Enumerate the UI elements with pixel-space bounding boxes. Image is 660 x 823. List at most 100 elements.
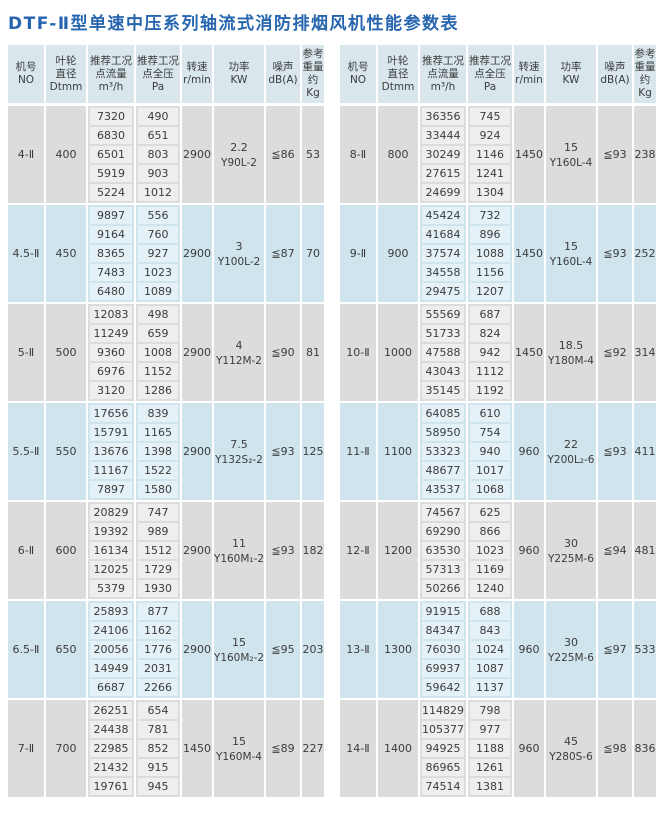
flow-value-cell: 5919 [90, 165, 132, 182]
speed-cell: 1450 [182, 700, 212, 797]
pressure-value-cell: 1112 [470, 363, 510, 380]
pressure-value-cell: 2031 [138, 660, 178, 677]
power-kw-value: 30 [564, 635, 578, 649]
pressure-value-cell: 1146 [470, 146, 510, 163]
motor-model: Y100L-2 [217, 255, 261, 268]
pressure-value-cell: 1240 [470, 580, 510, 597]
flow-value-cell: 94925 [422, 740, 464, 757]
fan-group-row: 5-Ⅱ 500 12083 11249 9360 6976 3120 498 659 1008 11… [8, 304, 324, 401]
noise-cell: ≦89 [266, 700, 300, 797]
flow-value-cell: 6976 [90, 363, 132, 380]
machine-no-cell: 5.5-Ⅱ [8, 403, 44, 500]
power-cell: 30 Y225M-6 [546, 601, 596, 698]
flow-value-cell: 9360 [90, 344, 132, 361]
flow-value-cell: 19392 [90, 523, 132, 540]
speed-cell: 2900 [182, 403, 212, 500]
pressure-value-cell: 977 [470, 721, 510, 738]
flow-column: 64085 58950 53323 48677 43537 [420, 403, 466, 500]
noise-cell: ≦94 [598, 502, 632, 599]
pressure-column: 839 1165 1398 1522 1580 [136, 403, 180, 500]
flow-value-cell: 20829 [90, 504, 132, 521]
weight-cell: 81 [302, 304, 324, 401]
pressure-column: 498 659 1008 1152 1286 [136, 304, 180, 401]
column-header-line: r/min [515, 74, 543, 86]
flow-value-cell: 3120 [90, 382, 132, 399]
power-kw-value: 15 [564, 239, 578, 253]
power-kw-value: 7.5 [230, 437, 248, 451]
noise-cell: ≦86 [266, 106, 300, 203]
column-header-line: dB(A) [268, 74, 298, 86]
flow-value-cell: 12025 [90, 561, 132, 578]
pressure-value-cell: 687 [470, 306, 510, 323]
pressure-value-cell: 1024 [470, 641, 510, 658]
power-cell: 3 Y100L-2 [214, 205, 264, 302]
column-header-line: 推荐工况 [469, 54, 511, 67]
column-header: 叶轮 直径 Dtmm [46, 45, 86, 103]
pressure-value-cell: 1162 [138, 622, 178, 639]
column-header: 机号 NO [8, 45, 44, 103]
pressure-column: 798 977 1188 1261 1381 [468, 700, 512, 797]
flow-column: 7320 6830 6501 5919 5224 [88, 106, 134, 203]
pressure-value-cell: 1087 [470, 660, 510, 677]
weight-cell: 238 [634, 106, 656, 203]
flow-value-cell: 50266 [422, 580, 464, 597]
pressure-value-cell: 877 [138, 603, 178, 620]
power-kw-value: 2.2 [230, 140, 248, 154]
column-header-line: 叶轮 [55, 54, 77, 67]
power-cell: 2.2 Y90L-2 [214, 106, 264, 203]
machine-no-cell: 4-Ⅱ [8, 106, 44, 203]
flow-value-cell: 47588 [422, 344, 464, 361]
column-header-line: 推荐工况 [137, 54, 179, 67]
flow-column: 26251 24438 22985 21432 19761 [88, 700, 134, 797]
machine-no-cell: 14-Ⅱ [340, 700, 376, 797]
flow-column: 12083 11249 9360 6976 3120 [88, 304, 134, 401]
motor-model: Y90L-2 [221, 156, 257, 169]
power-kw-value: 3 [235, 239, 243, 253]
flow-column: 9897 9164 8365 7483 6480 [88, 205, 134, 302]
column-header-line: m³/h [98, 80, 124, 93]
pressure-value-cell: 1008 [138, 344, 178, 361]
flow-value-cell: 24699 [422, 184, 464, 201]
flow-value-cell: 105377 [422, 721, 464, 738]
fan-group-row: 6-Ⅱ 600 20829 19392 16134 12025 5379 747 989 1512… [8, 502, 324, 599]
impeller-diameter-cell: 650 [46, 601, 86, 698]
column-header-line: KW [230, 74, 248, 86]
flow-value-cell: 6501 [90, 146, 132, 163]
motor-model: Y225M-6 [548, 552, 594, 565]
column-header-line: 噪声 [272, 61, 294, 73]
power-kw-value: 45 [564, 734, 578, 748]
flow-value-cell: 7897 [90, 481, 132, 498]
impeller-diameter-cell: 1300 [378, 601, 418, 698]
impeller-diameter-cell: 900 [378, 205, 418, 302]
flow-column: 45424 41684 37574 34558 29475 [420, 205, 466, 302]
flow-value-cell: 58950 [422, 424, 464, 441]
speed-cell: 2900 [182, 601, 212, 698]
pressure-value-cell: 798 [470, 702, 510, 719]
impeller-diameter-cell: 700 [46, 700, 86, 797]
pressure-column: 687 824 942 1112 1192 [468, 304, 512, 401]
flow-value-cell: 33444 [422, 127, 464, 144]
column-header-line: 直径 [387, 67, 409, 80]
flow-value-cell: 9164 [90, 226, 132, 243]
fan-table: 机号 NO 叶轮 直径 Dtmm 推荐工况 点流量 m³/h 推荐工况 点全压 Pa 转速 r/min 功… [340, 45, 656, 799]
column-header: 噪声 dB(A) [598, 45, 632, 103]
fan-group-row: 13-Ⅱ 1300 91915 84347 76030 69937 59642 688 843 1… [340, 601, 656, 698]
noise-cell: ≦93 [598, 205, 632, 302]
pressure-column: 877 1162 1776 2031 2266 [136, 601, 180, 698]
weight-cell: 70 [302, 205, 324, 302]
flow-value-cell: 26251 [90, 702, 132, 719]
flow-value-cell: 74514 [422, 778, 464, 795]
speed-cell: 2900 [182, 502, 212, 599]
pressure-value-cell: 940 [470, 443, 510, 460]
pressure-value-cell: 1192 [470, 382, 510, 399]
flow-value-cell: 69937 [422, 660, 464, 677]
noise-cell: ≦93 [266, 502, 300, 599]
speed-cell: 960 [514, 502, 544, 599]
pressure-value-cell: 659 [138, 325, 178, 342]
speed-cell: 1450 [514, 106, 544, 203]
fan-group-row: 7-Ⅱ 700 26251 24438 22985 21432 19761 654 781 852… [8, 700, 324, 797]
motor-model: Y160L-4 [549, 156, 593, 169]
machine-no-cell: 12-Ⅱ [340, 502, 376, 599]
flow-value-cell: 16134 [90, 542, 132, 559]
flow-value-cell: 69290 [422, 523, 464, 540]
